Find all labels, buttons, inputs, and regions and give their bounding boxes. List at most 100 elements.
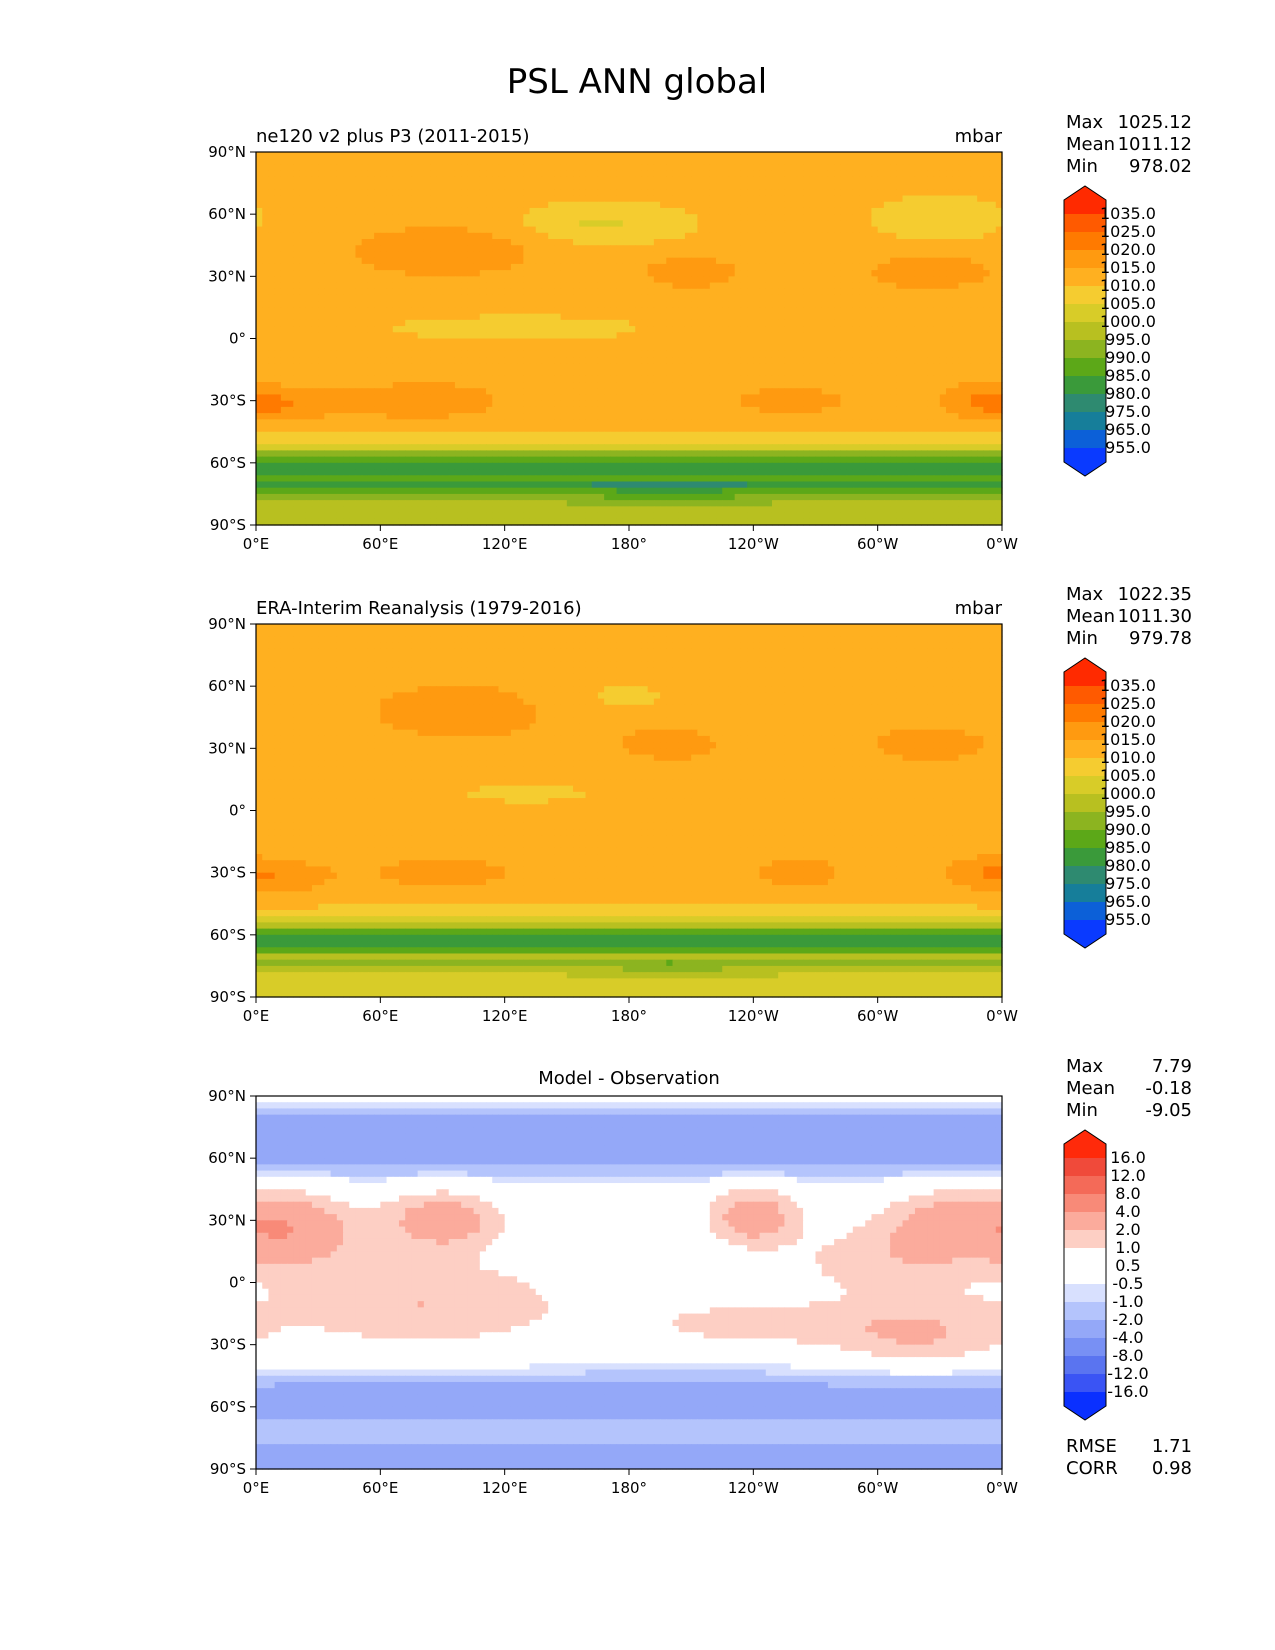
y-tick-label: 90°N — [208, 615, 246, 633]
extra-stat-label: CORR — [1066, 1458, 1118, 1479]
colorbar-tick-label: 985.0 — [1105, 366, 1151, 385]
y-tick-label: 30°S — [210, 392, 246, 410]
panel-difference: Model - Observation90°N60°N30°N0°30°S60°… — [208, 1056, 1192, 1497]
x-tick-label: 180° — [611, 1479, 647, 1497]
stat-label: Min — [1066, 156, 1098, 177]
extra-stat-label: RMSE — [1066, 1436, 1117, 1457]
colorbar-tick-label: 1035.0 — [1100, 204, 1156, 223]
panel-title-center: Model - Observation — [538, 1068, 720, 1089]
colorbar: 1035.01025.01020.01015.01010.01005.01000… — [1064, 658, 1156, 948]
colorbar-tick-label: -2.0 — [1112, 1310, 1143, 1329]
colorbar-tick-label: 1000.0 — [1100, 784, 1156, 803]
colorbar-tick-label: 0.5 — [1115, 1256, 1140, 1275]
panel-reference: ERA-Interim Reanalysis (1979-2016) mbar 90… — [208, 584, 1192, 1025]
x-tick-label: 180° — [611, 535, 647, 553]
colorbar-tick-label: 1015.0 — [1100, 258, 1156, 277]
colorbar-segment — [1064, 1302, 1106, 1321]
panel-title-left: ne120 v2 plus P3 (2011-2015) — [256, 126, 530, 147]
x-tick-label: 120°E — [482, 535, 528, 553]
figure: PSL ANN global ne120 v2 plus P3 (2011-20… — [0, 0, 1275, 1650]
colorbar-segment — [1064, 866, 1106, 885]
extra-stat-value: 0.98 — [1152, 1458, 1192, 1479]
colorbar-tick-label: 1010.0 — [1100, 276, 1156, 295]
y-tick-label: 60°S — [210, 454, 246, 472]
panel-units: mbar — [955, 126, 1003, 147]
stat-value: 1025.12 — [1118, 112, 1192, 133]
colorbar-tick-label: 1015.0 — [1100, 730, 1156, 749]
colorbar-tick-label: 1000.0 — [1100, 312, 1156, 331]
stat-value: 1011.30 — [1118, 606, 1192, 627]
stat-value: 979.78 — [1129, 628, 1192, 649]
colorbar-segment — [1064, 1320, 1106, 1339]
panel-title-left: ERA-Interim Reanalysis (1979-2016) — [256, 598, 582, 619]
colorbar-segment — [1064, 1248, 1106, 1267]
stat-value: -0.18 — [1145, 1078, 1192, 1099]
colorbar-tick-label: 1.0 — [1115, 1238, 1140, 1257]
colorbar-segment — [1064, 412, 1106, 431]
colorbar-tick-label: 1005.0 — [1100, 766, 1156, 785]
colorbar-tick-label: 955.0 — [1105, 910, 1151, 929]
colorbar-tick-label: 1025.0 — [1100, 694, 1156, 713]
x-tick-label: 0°E — [243, 535, 270, 553]
y-tick-label: 90°S — [210, 516, 246, 534]
colorbar-segment — [1064, 430, 1106, 449]
colorbar-segment — [1064, 1230, 1106, 1249]
stat-value: 978.02 — [1129, 156, 1192, 177]
colorbar-tick-label: 980.0 — [1105, 856, 1151, 875]
stat-value: 1022.35 — [1118, 584, 1192, 605]
x-tick-label: 60°E — [362, 1007, 398, 1025]
y-tick-label: 30°N — [208, 1211, 246, 1229]
y-tick-label: 30°N — [208, 267, 246, 285]
x-tick-label: 120°W — [728, 1007, 779, 1025]
colorbar-segment — [1064, 358, 1106, 377]
colorbar-tick-label: -12.0 — [1107, 1364, 1148, 1383]
x-tick-label: 0°E — [243, 1007, 270, 1025]
map-field — [256, 624, 1003, 998]
y-tick-label: 90°S — [210, 988, 246, 1006]
stat-label: Mean — [1066, 134, 1115, 155]
colorbar-tick-label: 2.0 — [1115, 1220, 1140, 1239]
x-tick-label: 120°E — [482, 1479, 528, 1497]
map-field — [256, 152, 1003, 526]
colorbar-tick-label: 965.0 — [1105, 892, 1151, 911]
y-tick-label: 0° — [229, 1274, 246, 1292]
colorbar-tick-label: 990.0 — [1105, 820, 1151, 839]
colorbar-tick-label: -16.0 — [1107, 1382, 1148, 1401]
colorbar-segment — [1064, 376, 1106, 395]
panel-model: ne120 v2 plus P3 (2011-2015) mbar90°N60°N… — [208, 112, 1192, 553]
colorbar-segment — [1064, 340, 1106, 359]
stat-value: 7.79 — [1152, 1056, 1192, 1077]
x-tick-label: 60°W — [857, 1479, 899, 1497]
extra-stat-value: 1.71 — [1152, 1436, 1192, 1457]
colorbar-segment — [1064, 884, 1106, 903]
y-tick-label: 30°S — [210, 864, 246, 882]
x-tick-label: 60°W — [857, 535, 899, 553]
colorbar-tick-label: 1005.0 — [1100, 294, 1156, 313]
colorbar-tick-label: 995.0 — [1105, 330, 1151, 349]
colorbar-segment — [1064, 1392, 1106, 1420]
x-tick-label: 0°W — [986, 535, 1018, 553]
colorbar-segment — [1064, 812, 1106, 831]
colorbar-tick-label: 1020.0 — [1100, 712, 1156, 731]
x-tick-label: 60°W — [857, 1007, 899, 1025]
y-tick-label: 60°N — [208, 677, 246, 695]
colorbar-segment — [1064, 902, 1106, 921]
y-tick-label: 60°N — [208, 1149, 246, 1167]
stat-label: Max — [1066, 112, 1104, 133]
y-tick-label: 0° — [229, 802, 246, 820]
x-tick-label: 120°E — [482, 1007, 528, 1025]
colorbar-tick-label: 980.0 — [1105, 384, 1151, 403]
colorbar-tick-label: 12.0 — [1110, 1166, 1146, 1185]
colorbar-tick-label: 965.0 — [1105, 420, 1151, 439]
panel-units: mbar — [955, 598, 1003, 619]
colorbar-tick-label: 985.0 — [1105, 838, 1151, 857]
y-tick-label: 60°S — [210, 926, 246, 944]
x-tick-label: 60°E — [362, 535, 398, 553]
colorbar: 16.012.08.04.02.01.00.5-0.5-1.0-2.0-4.0-… — [1064, 1130, 1149, 1420]
colorbar-tick-label: 975.0 — [1105, 874, 1151, 893]
y-tick-label: 0° — [229, 330, 246, 348]
colorbar-tick-label: 1025.0 — [1100, 222, 1156, 241]
x-tick-label: 60°E — [362, 1479, 398, 1497]
colorbar-tick-label: -8.0 — [1112, 1346, 1143, 1365]
y-tick-label: 30°S — [210, 1336, 246, 1354]
